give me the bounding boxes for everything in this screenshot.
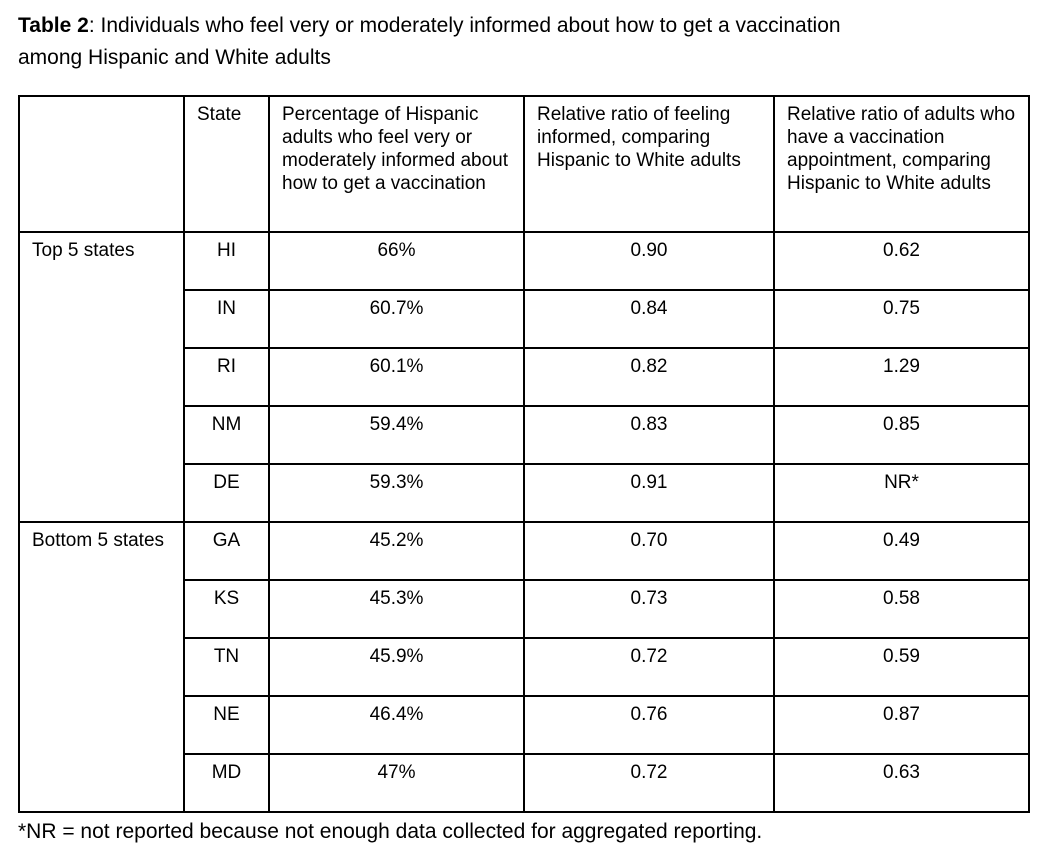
table-row: IN 60.7% 0.84 0.75	[19, 289, 1030, 349]
data-table: State Percentage of Hispanic adults who …	[18, 95, 1030, 813]
table-row: RI 60.1% 0.82 1.29	[19, 347, 1030, 407]
ratio-informed-cell: 0.72	[523, 637, 775, 697]
ratio-informed-cell: 0.73	[523, 579, 775, 639]
ratio-appointment-cell: 0.75	[773, 289, 1030, 349]
ratio-informed-cell: 0.70	[523, 521, 775, 581]
ratio-informed-cell: 0.84	[523, 289, 775, 349]
ratio-appointment-cell: 0.62	[773, 231, 1030, 291]
percentage-cell: 59.4%	[268, 405, 525, 465]
column-header-state: State	[183, 95, 270, 233]
ratio-appointment-cell: NR*	[773, 463, 1030, 523]
ratio-appointment-cell: 0.49	[773, 521, 1030, 581]
table-caption-line1-text: : Individuals who feel very or moderatel…	[88, 14, 841, 37]
ratio-informed-cell: 0.72	[523, 753, 775, 813]
ratio-informed-cell: 0.82	[523, 347, 775, 407]
percentage-cell: 45.9%	[268, 637, 525, 697]
ratio-informed-cell: 0.90	[523, 231, 775, 291]
state-cell: NM	[183, 405, 270, 465]
header-row: State Percentage of Hispanic adults who …	[18, 95, 1030, 233]
table-row: Top 5 states HI 66% 0.90 0.62	[18, 231, 1030, 523]
state-cell: KS	[183, 579, 270, 639]
footnote: *NR = not reported because not enough da…	[18, 820, 763, 843]
table-row: KS 45.3% 0.73 0.58	[19, 579, 1030, 639]
ratio-informed-cell: 0.83	[523, 405, 775, 465]
table-row: MD 47% 0.72 0.63	[19, 753, 1030, 813]
table-caption-line2: among Hispanic and White adults	[18, 46, 331, 69]
state-cell: DE	[183, 463, 270, 523]
state-cell: GA	[183, 521, 270, 581]
percentage-cell: 47%	[268, 753, 525, 813]
percentage-cell: 45.2%	[268, 521, 525, 581]
percentage-cell: 66%	[268, 231, 525, 291]
ratio-appointment-cell: 0.85	[773, 405, 1030, 465]
ratio-appointment-cell: 0.87	[773, 695, 1030, 755]
column-header-ratio-informed: Relative ratio of feeling informed, comp…	[523, 95, 775, 233]
state-cell: HI	[183, 231, 270, 291]
ratio-appointment-cell: 0.59	[773, 637, 1030, 697]
percentage-cell: 59.3%	[268, 463, 525, 523]
ratio-appointment-cell: 0.63	[773, 753, 1030, 813]
table-row: TN 45.9% 0.72 0.59	[19, 637, 1030, 697]
state-cell: TN	[183, 637, 270, 697]
column-header-percentage-informed: Percentage of Hispanic adults who feel v…	[268, 95, 525, 233]
group-label-cell-top5: Top 5 states	[18, 231, 185, 523]
percentage-cell: 60.7%	[268, 289, 525, 349]
ratio-appointment-cell: 0.58	[773, 579, 1030, 639]
table-caption-label: Table 2	[18, 14, 89, 37]
table-caption-line1: Table 2: Individuals who feel very or mo…	[18, 10, 1043, 42]
ratio-appointment-cell: 1.29	[773, 347, 1030, 407]
state-cell: NE	[183, 695, 270, 755]
state-cell: RI	[183, 347, 270, 407]
column-header-ratio-appointment: Relative ratio of adults who have a vacc…	[773, 95, 1030, 233]
column-header-empty	[18, 95, 185, 233]
ratio-informed-cell: 0.76	[523, 695, 775, 755]
table-row: DE 59.3% 0.91 NR*	[19, 463, 1030, 523]
table-row: Bottom 5 states GA 45.2% 0.70 0.49	[18, 521, 1030, 813]
state-cell: IN	[183, 289, 270, 349]
ratio-informed-cell: 0.91	[523, 463, 775, 523]
group-label-cell-bottom5: Bottom 5 states	[18, 521, 185, 813]
table-caption: Table 2: Individuals who feel very or mo…	[0, 0, 1063, 74]
percentage-cell: 46.4%	[268, 695, 525, 755]
table-row: NE 46.4% 0.76 0.87	[19, 695, 1030, 755]
percentage-cell: 45.3%	[268, 579, 525, 639]
state-cell: MD	[183, 753, 270, 813]
percentage-cell: 60.1%	[268, 347, 525, 407]
table-row: NM 59.4% 0.83 0.85	[19, 405, 1030, 465]
